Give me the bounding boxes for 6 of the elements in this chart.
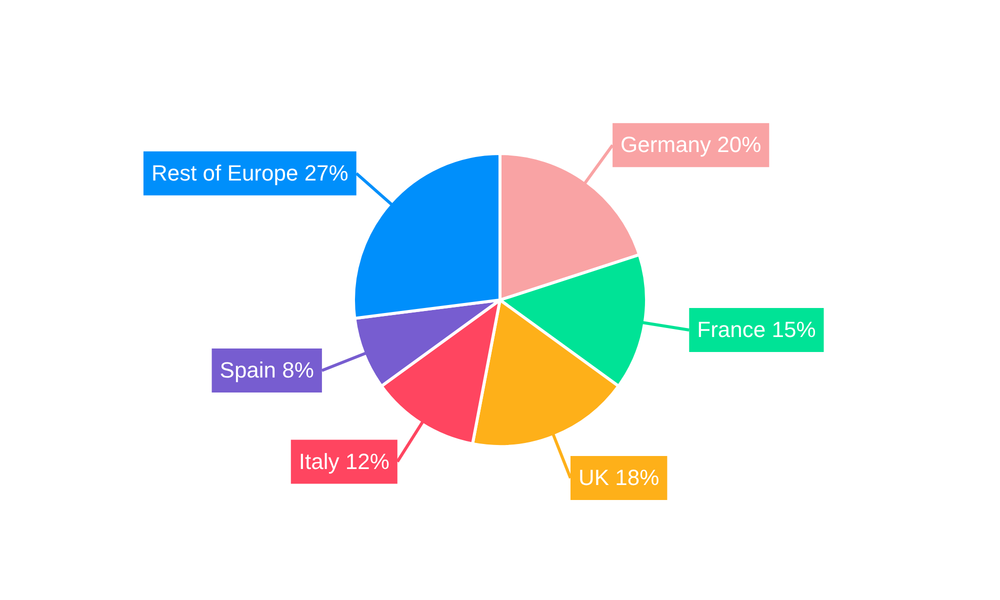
slice-label: Rest of Europe 27%: [151, 160, 348, 186]
slice-label: Italy 12%: [298, 448, 390, 474]
slice-label: Spain 8%: [220, 358, 314, 383]
slice-label: Germany 20%: [620, 132, 762, 158]
slice-label: France 15%: [697, 317, 816, 342]
slice-label: UK 18%: [578, 465, 660, 490]
